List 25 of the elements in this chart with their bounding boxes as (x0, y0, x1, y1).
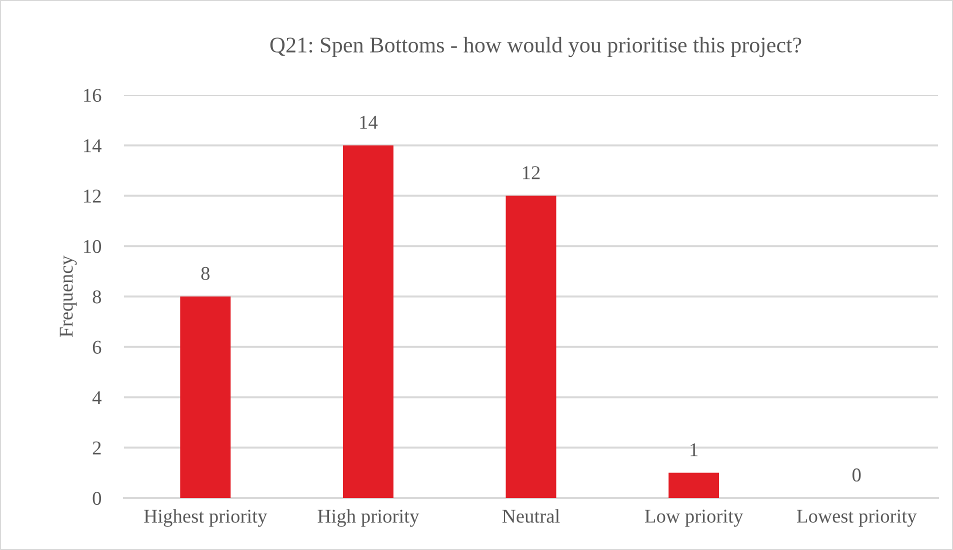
y-axis-title: Frequency (60, 256, 77, 337)
y-tick-label: 8 (92, 290, 102, 304)
x-tick-label: Lowest priority (796, 510, 917, 527)
x-tick-label: Highest priority (144, 509, 268, 527)
data-label: 12 (522, 166, 540, 180)
y-tick-label: 12 (84, 190, 101, 202)
y-tick-label: 0 (92, 492, 102, 505)
x-tick-label: Low priority (644, 510, 744, 527)
x-tick-label: High priority (318, 509, 420, 527)
data-label: 14 (360, 116, 378, 129)
y-tick-label: 14 (84, 139, 102, 152)
y-tick-label: 16 (84, 88, 102, 102)
data-label: 1 (690, 443, 698, 456)
bar (506, 196, 556, 498)
data-label: 8 (201, 266, 210, 280)
y-tick-label: 4 (92, 391, 102, 404)
y-tick-label: 2 (92, 441, 101, 454)
bar (668, 472, 720, 498)
data-label: 0 (852, 468, 861, 482)
y-tick-label: 6 (92, 340, 102, 354)
chart-title: Q21: Spen Bottoms - how would you prioritise this project? (270, 36, 802, 58)
y-tick-label: 10 (84, 240, 102, 254)
x-tick-label: Neutral (502, 509, 560, 523)
bar (180, 296, 231, 498)
bar (342, 145, 394, 498)
